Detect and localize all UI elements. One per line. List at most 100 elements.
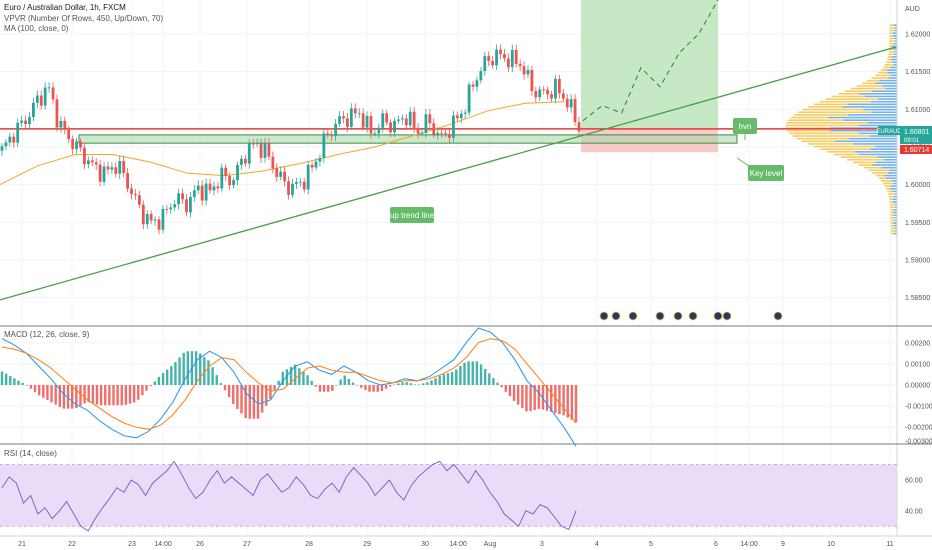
- macd-histogram-bar: [0, 371, 4, 385]
- candle-body: [451, 115, 455, 138]
- macd-histogram-bar: [9, 376, 12, 385]
- macd-histogram: [0, 351, 578, 423]
- event-marker-icon: [628, 311, 638, 321]
- candle-body: [471, 84, 475, 87]
- candle-body: [487, 56, 491, 61]
- macd-histogram-bar: [260, 385, 264, 413]
- rsi-pane: RSI (14, close) 60.00 40.00: [0, 443, 932, 532]
- volume-profile-row-down: [844, 90, 873, 92]
- time-axis[interactable]: 21 22 23 14:00 26 27 28 29 30 14:00 Aug 3 4 5 6 14:00 9 1…: [0, 535, 932, 548]
- volume-profile-row-up: [892, 211, 897, 214]
- candle-body: [459, 113, 463, 119]
- price-tick-label: 1.61500: [905, 69, 930, 76]
- candle-body: [263, 143, 267, 158]
- candle-body: [59, 120, 63, 128]
- macd-histogram-bar: [422, 383, 425, 385]
- volume-profile-row-down: [803, 108, 864, 111]
- candle-body: [232, 180, 235, 186]
- volume-profile-row-down: [890, 227, 895, 230]
- candle-body: [126, 173, 130, 189]
- candle-body: [173, 204, 177, 208]
- event-marker-icon: [722, 311, 732, 321]
- candle-body: [577, 122, 581, 132]
- candle-body: [385, 113, 389, 123]
- volume-profile-row-up: [886, 69, 897, 71]
- macd-histogram-bar: [459, 366, 462, 385]
- price-tick-label: 1.58500: [905, 295, 930, 302]
- price-axis[interactable]: AUD 1.620001.615001.610001.605001.600001…: [876, 0, 932, 536]
- time-tick-label: 27: [243, 541, 251, 548]
- time-tick-label: Aug: [484, 541, 497, 548]
- volume-profile-row-down: [889, 37, 895, 40]
- macd-histogram-bar: [170, 366, 173, 385]
- volume-profile-row-down: [889, 201, 893, 203]
- volume-profile-row-up: [893, 209, 897, 211]
- candle-body: [565, 98, 569, 108]
- macd-histogram-bar: [446, 373, 450, 385]
- macd-histogram-bar: [29, 385, 33, 389]
- candle-body: [534, 91, 538, 98]
- candle-body: [506, 58, 510, 68]
- candle-body: [400, 118, 404, 120]
- volume-profile-row-down: [788, 119, 844, 121]
- candle-body: [251, 143, 255, 145]
- time-tick-label: 14:00: [154, 541, 172, 548]
- macd-histogram-bar: [17, 380, 20, 385]
- candle-body: [228, 176, 232, 186]
- volume-profile-row-up: [892, 201, 897, 203]
- candle-body: [326, 133, 330, 136]
- volume-profile-row-down: [794, 114, 849, 116]
- price-grid: [0, 0, 897, 536]
- volume-profile-row-up: [843, 119, 897, 121]
- candle-body: [20, 120, 24, 123]
- volume-profile-row-up: [879, 79, 897, 82]
- volume-profile-row-down: [888, 50, 895, 53]
- volume-profile-row-down: [889, 40, 896, 42]
- volume-profile-row-down: [878, 177, 887, 179]
- macd-histogram-bar: [298, 368, 301, 385]
- volume-profile-row-down: [889, 203, 895, 206]
- volume-profile-row-up: [895, 40, 897, 42]
- candle-body: [483, 56, 487, 72]
- macd-histogram-bar: [426, 382, 429, 385]
- volume-profile-row-down: [888, 53, 895, 56]
- hvn-label-box: [733, 118, 757, 134]
- candle-body: [204, 183, 208, 201]
- time-tick-label: 14:00: [740, 541, 758, 548]
- volume-profile-row-up: [858, 132, 897, 135]
- volume-profile-row-up: [892, 48, 897, 50]
- volume-profile-row-up: [875, 82, 897, 85]
- candles: [0, 44, 581, 235]
- candle-body: [546, 89, 549, 95]
- macd-histogram-bar: [475, 361, 479, 385]
- candle-body: [177, 193, 181, 205]
- volume-profile-row-up: [830, 129, 897, 132]
- volume-profile-row-down: [850, 87, 886, 90]
- candle-body: [463, 112, 467, 114]
- volume-profile-row-down: [887, 58, 891, 61]
- candle-body: [220, 167, 224, 189]
- macd-histogram-bar: [355, 385, 359, 386]
- macd-histogram-bar: [413, 384, 417, 385]
- candle-body: [361, 113, 365, 128]
- candle-body: [353, 108, 357, 114]
- volume-profile-row-down: [890, 209, 894, 211]
- candle-body: [393, 120, 396, 133]
- macd-histogram-bar: [223, 385, 227, 391]
- volume-profile-row-up: [888, 77, 897, 79]
- volume-profile-row-down: [889, 198, 893, 201]
- candle-body: [291, 183, 294, 195]
- volume-profile-row-up: [864, 95, 897, 98]
- macd-histogram-bar: [351, 382, 355, 385]
- volume-profile-row-down: [856, 85, 883, 87]
- volume-profile-row-down: [890, 206, 896, 209]
- macd-histogram-bar: [54, 385, 57, 405]
- candle-body: [530, 69, 534, 92]
- volume-profile-row-up: [863, 108, 897, 111]
- event-marker-icon: [611, 311, 621, 321]
- candle-body: [71, 139, 75, 150]
- macd-histogram-bar: [42, 385, 45, 398]
- volume-profile-row-down: [890, 232, 894, 235]
- event-marker-icon: [655, 311, 665, 321]
